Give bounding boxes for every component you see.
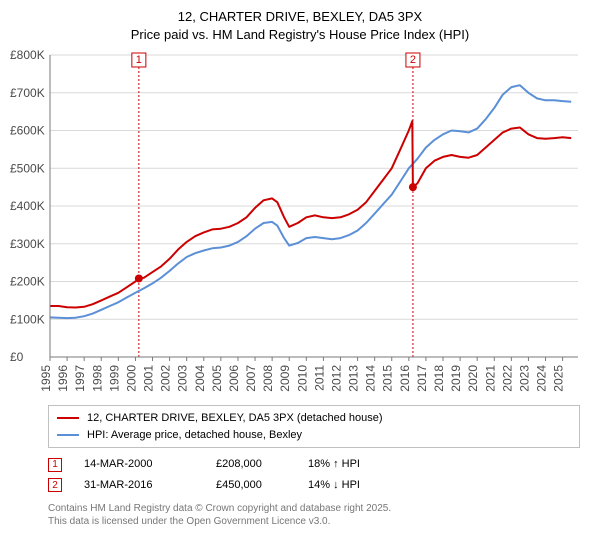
series-hpi	[50, 85, 571, 318]
x-tick-label: 2006	[227, 365, 241, 392]
x-tick-label: 2002	[159, 365, 173, 392]
footer-line2: This data is licensed under the Open Gov…	[48, 515, 580, 529]
marker-label: 1	[136, 54, 142, 66]
x-tick-label: 2022	[500, 365, 514, 392]
y-tick-label: £200K	[10, 275, 45, 289]
chart-svg: £0 £100K £200K £300K £400K £500K £600K £700K £80…	[10, 49, 590, 399]
x-tick-label: 2009	[278, 365, 292, 392]
x-tick-label: 2024	[535, 365, 549, 392]
sale-row: 1 14-MAR-2000 £208,000 18% ↑ HPI	[48, 454, 580, 475]
x-tick-label: 2021	[483, 365, 497, 392]
x-tick-label: 2005	[210, 365, 224, 392]
sale-price: £450,000	[216, 475, 286, 496]
series-price_paid	[50, 121, 571, 307]
x-tick-label: 2001	[142, 365, 156, 392]
sale-row: 2 31-MAR-2016 £450,000 14% ↓ HPI	[48, 475, 580, 496]
title-address: 12, CHARTER DRIVE, BEXLEY, DA5 3PX	[10, 8, 590, 26]
x-tick-label: 2023	[517, 365, 531, 392]
legend-label: 12, CHARTER DRIVE, BEXLEY, DA5 3PX (deta…	[87, 410, 383, 427]
sale-marker: 2	[48, 478, 62, 492]
x-tick-label: 2015	[381, 365, 395, 392]
x-tick-label: 2020	[466, 365, 480, 392]
marker-label: 2	[410, 54, 416, 66]
x-tick-label: 1998	[90, 365, 104, 392]
y-tick-label: £100K	[10, 312, 45, 326]
legend-label: HPI: Average price, detached house, Bexl…	[87, 427, 302, 444]
x-tick-label: 2014	[364, 365, 378, 392]
sale-price: £208,000	[216, 454, 286, 475]
x-tick-label: 2004	[193, 365, 207, 392]
sale-date: 14-MAR-2000	[84, 454, 194, 475]
x-tick-label: 2000	[124, 365, 138, 392]
legend-row: 12, CHARTER DRIVE, BEXLEY, DA5 3PX (deta…	[57, 410, 571, 427]
x-tick-label: 1997	[73, 365, 87, 392]
x-tick-label: 1995	[39, 365, 53, 392]
sale-diff: 14% ↓ HPI	[308, 475, 388, 496]
x-tick-label: 2011	[312, 365, 326, 391]
x-tick-label: 2013	[347, 365, 361, 392]
x-tick-label: 2010	[295, 365, 309, 392]
chart-container: 12, CHARTER DRIVE, BEXLEY, DA5 3PX Price…	[0, 0, 600, 560]
title-subtitle: Price paid vs. HM Land Registry's House …	[10, 26, 590, 44]
y-tick-label: £800K	[10, 49, 45, 62]
y-tick-label: £300K	[10, 237, 45, 251]
y-tick-label: £500K	[10, 161, 45, 175]
x-tick-label: 2017	[415, 365, 429, 392]
sale-diff: 18% ↑ HPI	[308, 454, 388, 475]
x-tick-label: 2019	[449, 365, 463, 392]
footer-attribution: Contains HM Land Registry data © Crown c…	[48, 502, 580, 529]
x-tick-label: 2007	[244, 365, 258, 392]
legend-swatch	[57, 417, 79, 419]
legend-box: 12, CHARTER DRIVE, BEXLEY, DA5 3PX (deta…	[48, 405, 580, 448]
x-tick-label: 1996	[56, 365, 70, 392]
x-tick-label: 2012	[329, 365, 343, 392]
y-tick-label: £0	[10, 350, 24, 364]
x-tick-label: 1999	[107, 365, 121, 392]
chart-area: £0 £100K £200K £300K £400K £500K £600K £700K £80…	[10, 49, 590, 399]
title-block: 12, CHARTER DRIVE, BEXLEY, DA5 3PX Price…	[10, 8, 590, 43]
x-tick-label: 2025	[552, 365, 566, 392]
y-tick-label: £700K	[10, 86, 45, 100]
x-tick-label: 2016	[398, 365, 412, 392]
sale-dot	[135, 275, 143, 283]
footer-line1: Contains HM Land Registry data © Crown c…	[48, 502, 580, 516]
y-tick-label: £600K	[10, 124, 45, 138]
legend-swatch	[57, 434, 79, 436]
legend-row: HPI: Average price, detached house, Bexl…	[57, 427, 571, 444]
sales-table: 1 14-MAR-2000 £208,000 18% ↑ HPI 2 31-MAR-201…	[48, 454, 580, 496]
sale-marker: 1	[48, 458, 62, 472]
y-tick-label: £400K	[10, 199, 45, 213]
x-tick-label: 2018	[432, 365, 446, 392]
x-tick-label: 2008	[261, 365, 275, 392]
sale-dot	[409, 183, 417, 191]
sale-date: 31-MAR-2016	[84, 475, 194, 496]
x-tick-label: 2003	[176, 365, 190, 392]
